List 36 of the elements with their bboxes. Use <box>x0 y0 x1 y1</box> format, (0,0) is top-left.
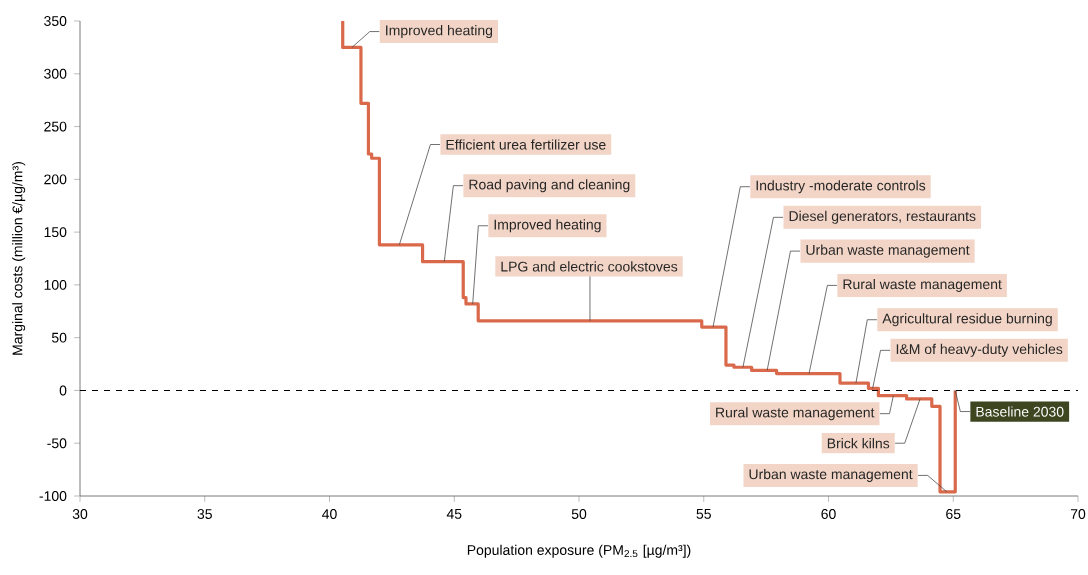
annotation: Industry -moderate controls <box>756 180 926 194</box>
annotation: Improved heating <box>494 219 601 233</box>
annotation: Baseline 2030 <box>976 406 1064 417</box>
y-tick-label: 50 <box>51 332 67 343</box>
x-tick-label: 70 <box>1070 509 1086 519</box>
annotation: Agricultural residue burning <box>882 313 1052 327</box>
y-axis-title: Marginal costs (million €/µg/m³) <box>12 162 26 355</box>
x-tick-label: 50 <box>571 509 587 519</box>
annotation: Rural waste management <box>716 407 875 421</box>
x-tick-label: 45 <box>446 509 462 519</box>
annotation: Diesel generators, restaurants <box>789 210 976 224</box>
y-tick-label: 150 <box>44 227 67 238</box>
x-tick-label: 60 <box>821 509 836 519</box>
annotation: Urban waste management <box>749 468 913 482</box>
x-tick-label: 35 <box>197 509 212 519</box>
y-tick-label: 0 <box>59 385 67 396</box>
x-axis-title: Population exposure (PM$_{2.5}$ [µg/m³]) <box>467 544 691 558</box>
y-tick-label: 300 <box>44 68 67 79</box>
y-tick-label: 250 <box>44 121 67 132</box>
annotation: Urban waste management <box>806 244 970 258</box>
annotation: Efficient urea fertilizer use <box>446 139 606 150</box>
x-tick-label: 30 <box>72 509 88 519</box>
annotation: I&M of heavy-duty vehicles <box>896 343 1063 357</box>
y-tick-label: -100 <box>39 491 67 501</box>
annotation: LPG and electric cookstoves <box>501 261 678 272</box>
annotation: Improved heating <box>386 25 493 39</box>
annotation: Rural waste management <box>843 278 1002 292</box>
x-tick-label: 55 <box>696 509 711 519</box>
y-tick-label: -50 <box>47 438 67 449</box>
y-tick-label: 350 <box>44 16 67 26</box>
annotation: Road paving and cleaning <box>469 179 630 193</box>
y-tick-label: 200 <box>44 174 67 185</box>
annotation: Brick kilns <box>827 438 890 449</box>
x-tick-label: 40 <box>322 509 337 519</box>
y-tick-label: 100 <box>44 279 67 290</box>
x-tick-label: 65 <box>946 509 961 519</box>
